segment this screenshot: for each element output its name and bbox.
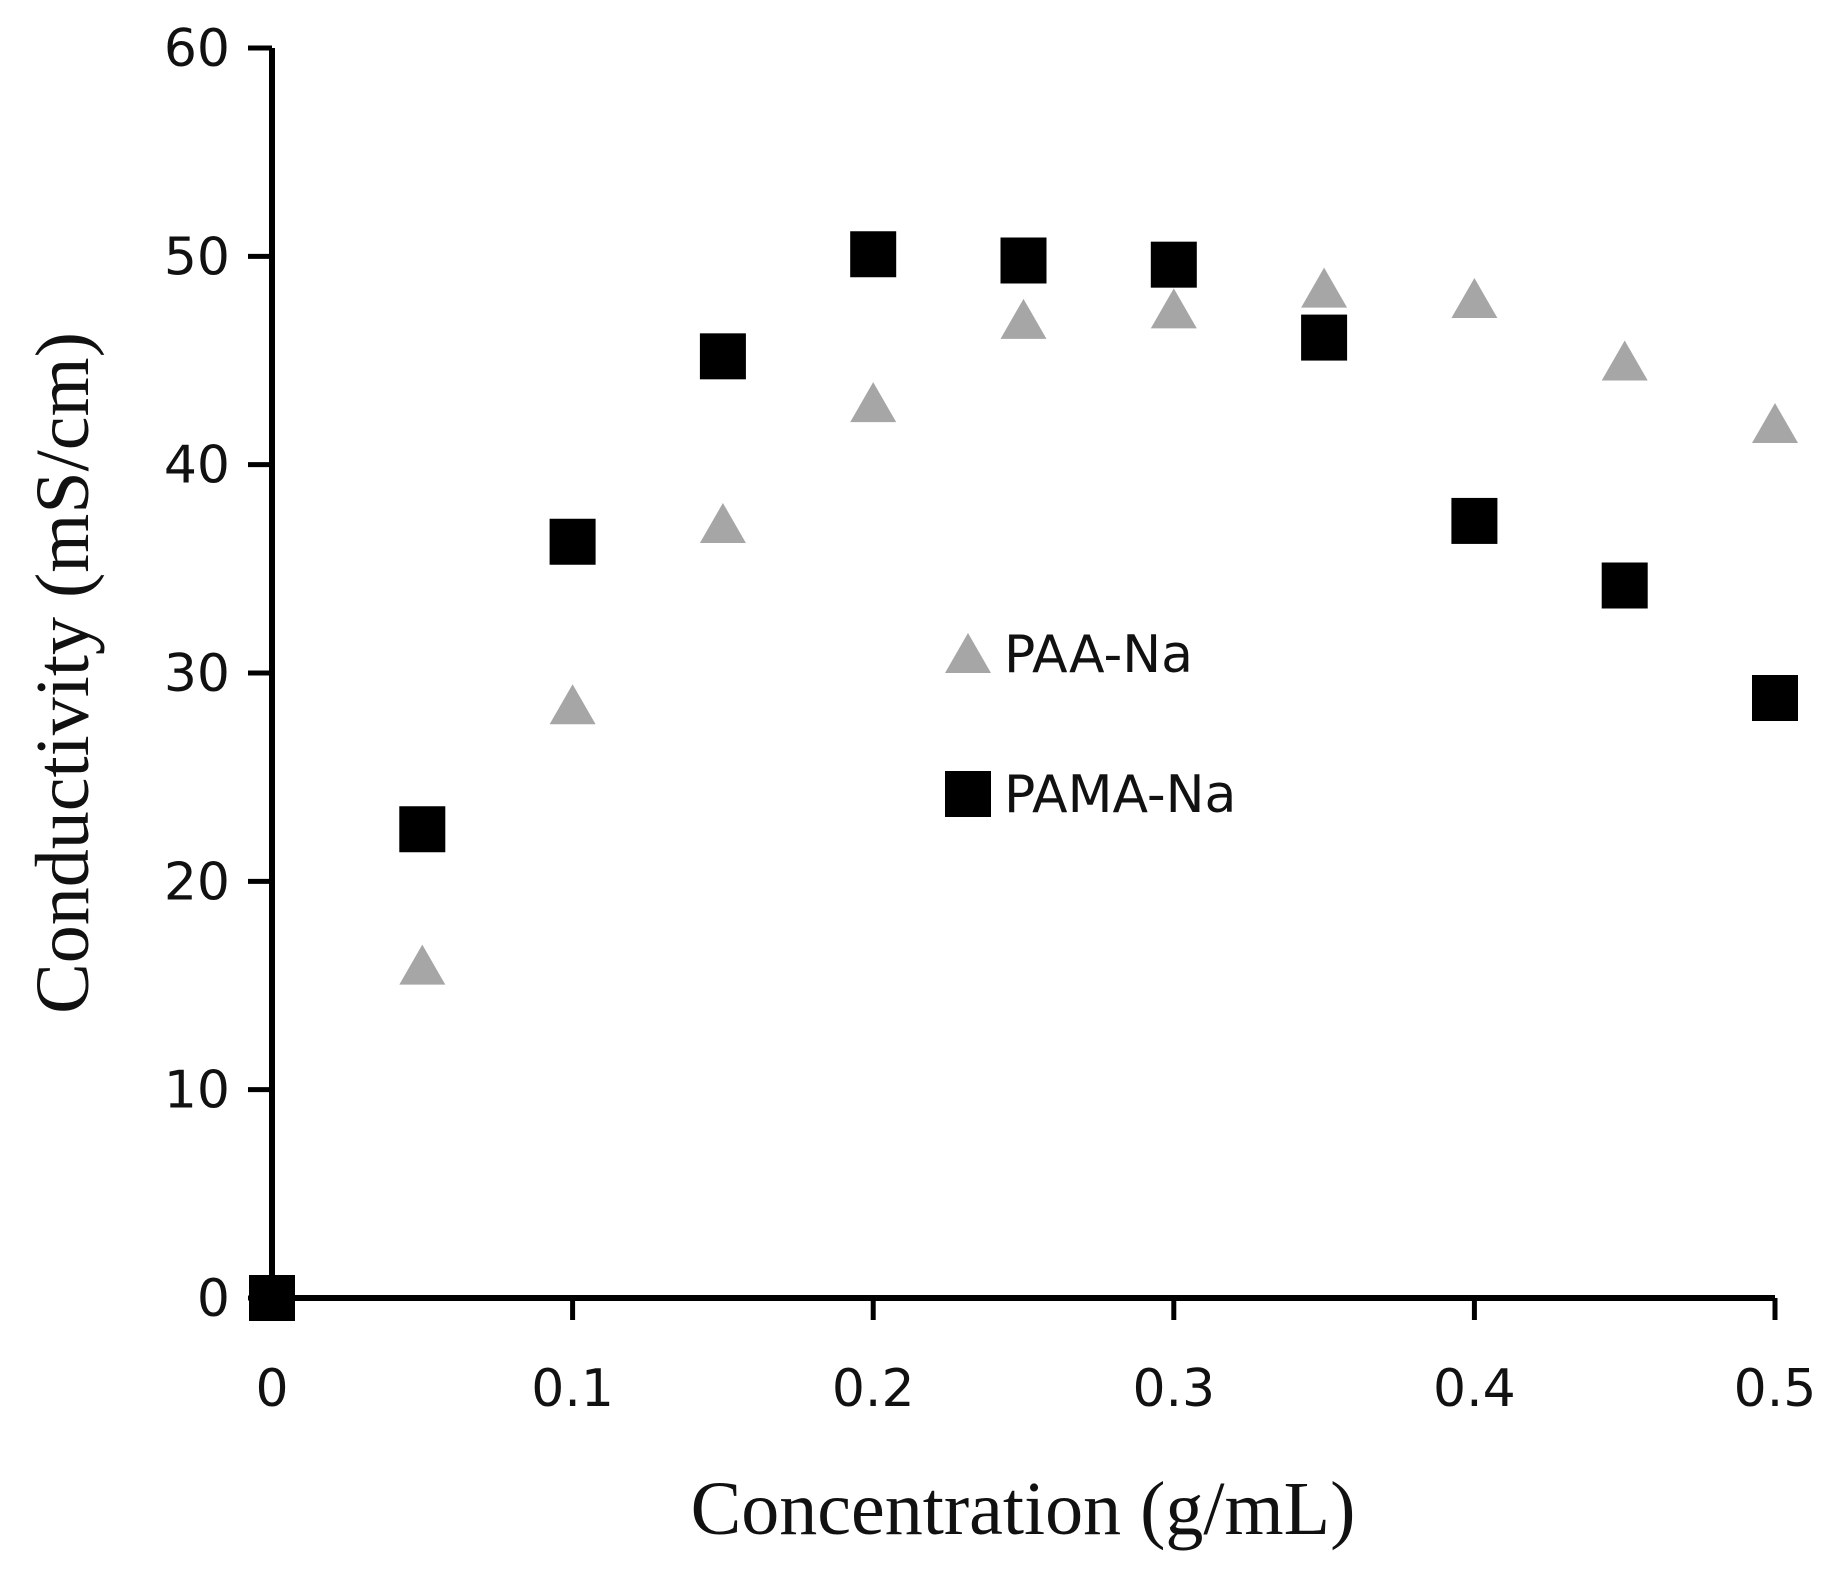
point-pama-na-3 (699, 333, 746, 380)
legend-label-pama-na: PAMA-Na (1004, 765, 1236, 825)
x-tick-label-3: 0.3 (1132, 1359, 1215, 1419)
point-paa-na-2 (549, 684, 596, 725)
point-paa-na-6 (1150, 288, 1197, 329)
point-pama-na-6 (1150, 241, 1197, 288)
x-tick-label-1: 0.1 (531, 1359, 614, 1419)
series-pama-na (249, 231, 1798, 1321)
point-paa-na-9 (1601, 340, 1648, 381)
y-axis-title: Conductivity (mS/cm) (21, 332, 105, 1014)
y-tick-label-1: 10 (164, 1061, 230, 1121)
legend-item-paa-na: PAA-Na (945, 625, 1193, 685)
legend: PAA-Na PAMA-Na (945, 625, 1236, 825)
x-axis-title: Concentration (g/mL) (691, 1467, 1356, 1551)
y-tick-label-6: 60 (164, 19, 230, 79)
point-paa-na-10 (1752, 403, 1798, 443)
legend-marker-triangle (945, 633, 991, 673)
point-pama-na-7 (1301, 314, 1348, 361)
x-tick-label-0: 0 (255, 1359, 288, 1419)
point-paa-na-7 (1301, 267, 1348, 308)
legend-item-pama-na: PAMA-Na (945, 765, 1236, 825)
point-pama-na-1 (399, 806, 446, 853)
y-tick-label-4: 40 (164, 436, 230, 496)
x-tick-label-5: 0.5 (1734, 1359, 1817, 1419)
point-pama-na-9 (1601, 562, 1648, 609)
point-paa-na-3 (699, 503, 746, 543)
point-paa-na-1 (399, 944, 446, 985)
y-tick-label-5: 50 (164, 227, 230, 287)
point-pama-na-0 (249, 1275, 295, 1321)
point-paa-na-5 (1000, 298, 1047, 339)
point-paa-na-8 (1451, 278, 1498, 318)
point-pama-na-4 (850, 231, 897, 278)
point-pama-na-8 (1451, 497, 1498, 544)
data-points (249, 231, 1798, 1321)
legend-marker-square (945, 771, 991, 817)
point-pama-na-5 (1000, 237, 1047, 284)
x-tick-label-2: 0.2 (832, 1359, 915, 1419)
legend-label-paa-na: PAA-Na (1004, 625, 1193, 685)
y-tick-label-2: 20 (164, 852, 230, 912)
x-tick-label-4: 0.4 (1433, 1359, 1516, 1419)
point-paa-na-4 (850, 382, 897, 423)
point-pama-na-10 (1752, 675, 1798, 721)
series-paa-na (249, 267, 1798, 1318)
tick-labels: 0 10 20 30 40 50 60 0 0.1 0.2 0.3 0.4 0.5 (164, 19, 1817, 1419)
ticks (248, 45, 1778, 1320)
y-tick-label-0: 0 (197, 1269, 230, 1329)
point-pama-na-2 (549, 518, 596, 565)
y-tick-label-3: 30 (164, 644, 230, 704)
